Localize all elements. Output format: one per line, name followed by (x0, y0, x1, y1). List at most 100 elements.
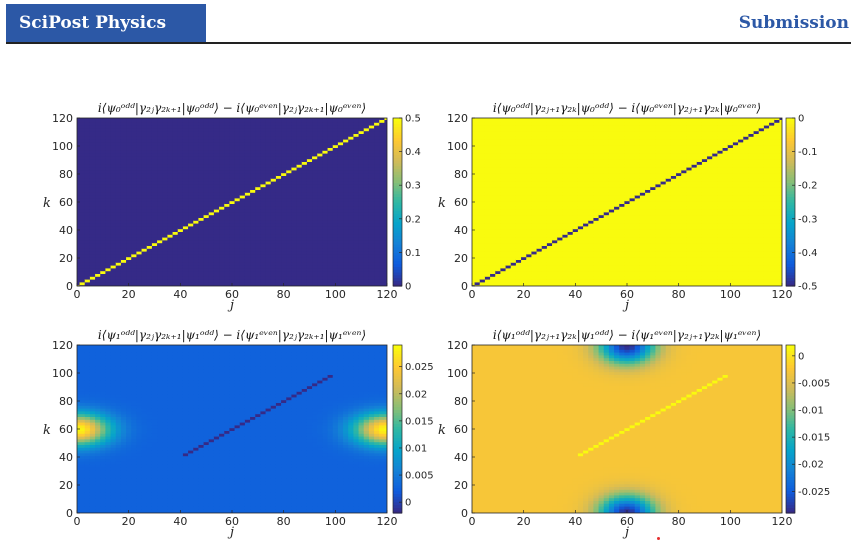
heatmap-cell (332, 220, 339, 224)
heatmap-cell (296, 251, 303, 255)
heatmap-cell (510, 237, 517, 241)
heatmap-cell (115, 248, 122, 252)
heatmap-cell (120, 155, 127, 160)
heatmap-cell (327, 206, 334, 210)
heatmap-cell (203, 147, 210, 151)
heatmap-cell (84, 217, 91, 221)
heatmap-cell (317, 150, 324, 154)
heatmap-cell (484, 234, 491, 238)
heatmap-cell (552, 144, 558, 148)
heatmap-cell (490, 139, 496, 143)
heatmap-cell (500, 125, 507, 129)
heatmap-cell (260, 119, 267, 123)
heatmap-cell (327, 267, 334, 272)
heatmap-cell (110, 118, 117, 120)
heatmap-cell (213, 150, 220, 154)
heatmap-cell (505, 206, 512, 210)
heatmap-cell (188, 203, 194, 207)
heatmap-cell (270, 270, 277, 274)
heatmap-cell (286, 220, 293, 224)
heatmap-cell (177, 150, 184, 154)
heatmap-cell (301, 256, 308, 260)
heatmap-cell (296, 281, 303, 286)
heatmap-cell (244, 130, 251, 134)
heatmap-cell (296, 245, 303, 249)
heatmap-cell (353, 270, 360, 274)
heatmap-cell (219, 206, 225, 210)
heatmap-cell (239, 192, 246, 196)
heatmap-cell (541, 239, 548, 244)
heatmap-cell (162, 139, 169, 143)
heatmap-cell (379, 211, 386, 216)
heatmap-cell (557, 122, 564, 126)
heatmap-cell (219, 237, 225, 241)
y-tick-label: 20 (59, 252, 73, 265)
heatmap-cell (515, 262, 522, 266)
heatmap-cell (286, 147, 293, 151)
heatmap-cell (89, 225, 96, 230)
heatmap-cell (337, 139, 344, 143)
heatmap-cell (384, 136, 387, 140)
heatmap-cell (167, 122, 174, 126)
heatmap-cell (208, 139, 215, 143)
heatmap-cell (348, 195, 355, 199)
heatmap-cell (286, 141, 293, 146)
heatmap-cell (157, 217, 163, 221)
heatmap-cell (353, 284, 360, 286)
heatmap-cell (536, 262, 543, 266)
heatmap-cell (157, 223, 163, 227)
heatmap-cell (474, 234, 481, 238)
heatmap-cell (244, 284, 251, 286)
heatmap-cell (484, 200, 491, 204)
heatmap-cell (495, 225, 502, 230)
heatmap-cell (208, 200, 215, 204)
heatmap-cell (490, 167, 496, 171)
heatmap-cell (110, 158, 117, 162)
heatmap-cell (306, 155, 313, 160)
heatmap-panel-1: 0 20 40 60 80 100 120020406080100120jki⟨ψ₀ᵒᵈᵈ|… (43, 101, 421, 313)
heatmap-cell (177, 242, 184, 246)
heatmap-cell (337, 220, 344, 224)
heatmap-cell (95, 183, 101, 188)
heatmap-cell (384, 265, 387, 269)
heatmap-cell (239, 239, 246, 244)
heatmap-cell (337, 195, 344, 199)
heatmap-cell (479, 192, 486, 196)
heatmap-cell (286, 125, 293, 129)
heatmap-cell (198, 175, 205, 179)
heatmap-cell (188, 181, 194, 185)
heatmap-cell (526, 127, 533, 132)
heatmap-cell (131, 242, 138, 246)
heatmap-cell (255, 183, 262, 188)
heatmap-cell (515, 161, 522, 165)
heatmap-cell (270, 186, 277, 190)
heatmap-cell (126, 183, 132, 188)
heatmap-cell (358, 220, 365, 224)
heatmap-cell (479, 231, 486, 235)
heatmap-cell (474, 270, 481, 274)
heatmap-cell (167, 225, 174, 230)
heatmap-cell (384, 186, 387, 190)
heatmap-cell (552, 276, 558, 280)
heatmap-cell (172, 273, 179, 277)
heatmap-cell (105, 167, 112, 171)
heatmap-cell (306, 178, 313, 182)
heatmap-cell (244, 220, 251, 224)
heatmap-cell (172, 155, 179, 160)
heatmap-cell (219, 141, 225, 146)
heatmap-cell (281, 259, 287, 263)
heatmap-cell (312, 183, 318, 188)
heatmap-cell (312, 158, 318, 162)
heatmap-cell (353, 239, 360, 244)
heatmap-cell (368, 259, 375, 263)
heatmap-cell (521, 147, 527, 151)
heatmap-cell (89, 127, 96, 132)
heatmap-cell (89, 209, 96, 213)
heatmap-cell (368, 119, 375, 123)
heatmap-cell (374, 239, 380, 244)
heatmap-cell (188, 125, 194, 129)
heatmap-cell (505, 259, 512, 263)
heatmap-cell (531, 118, 538, 120)
heatmap-cell (115, 225, 122, 230)
heatmap-cell (374, 178, 380, 182)
